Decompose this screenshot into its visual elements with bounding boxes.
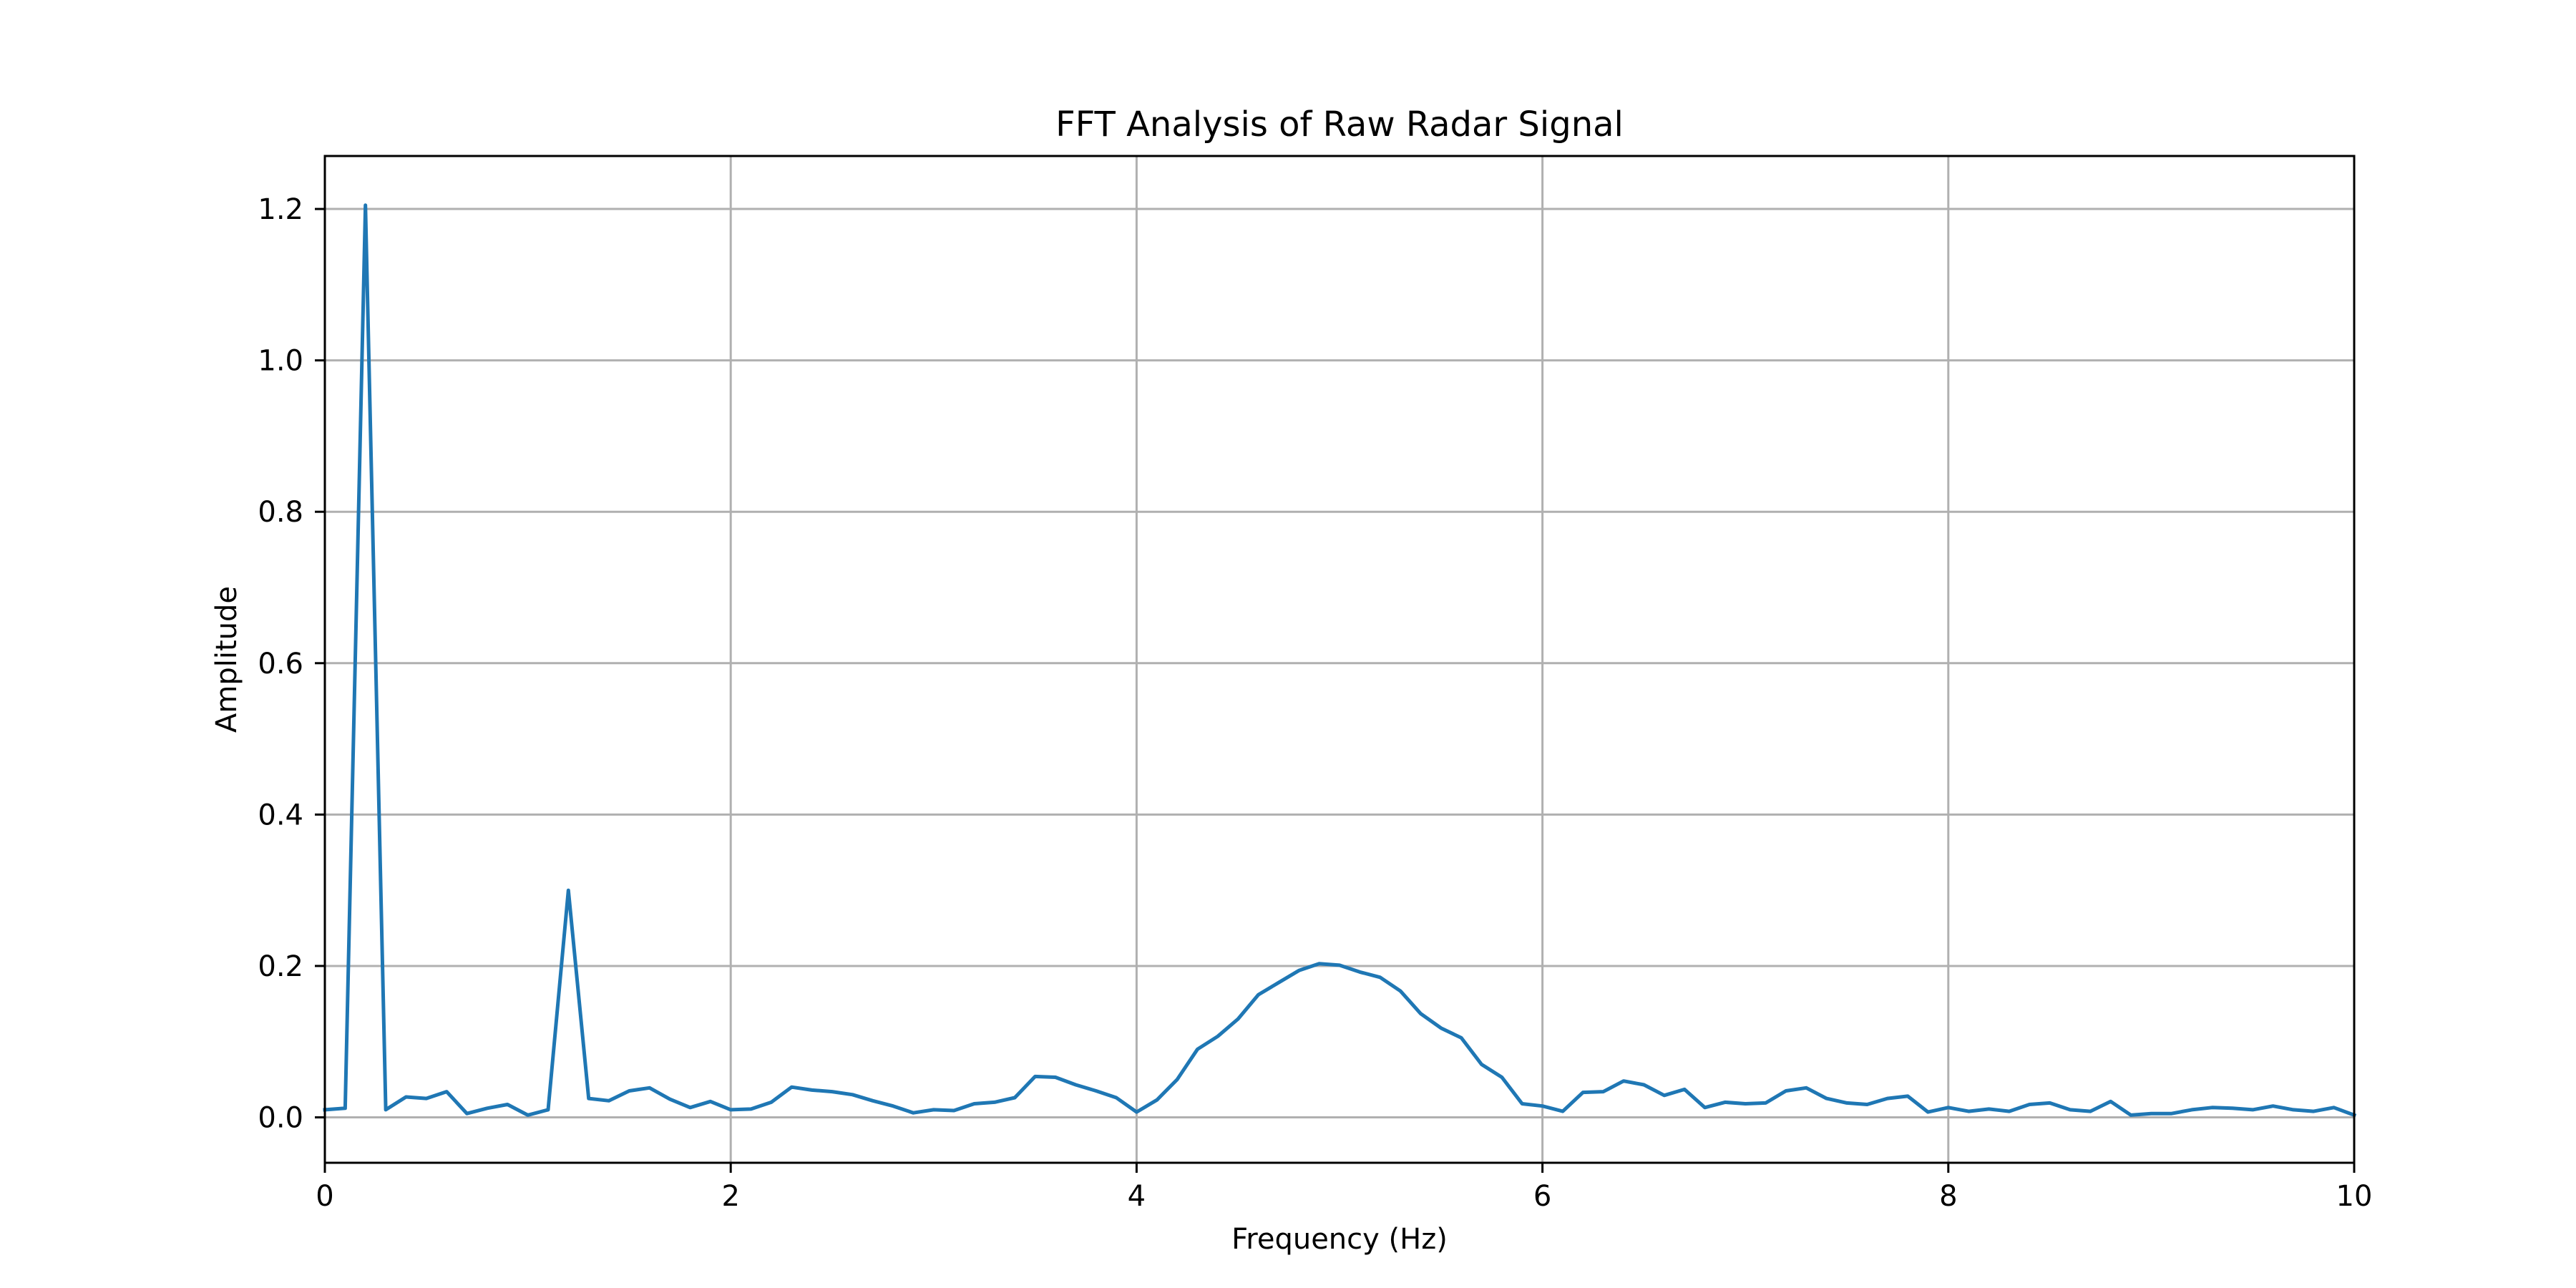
x-axis-ticks: 0 2 4 6 8 10: [316, 1163, 2372, 1213]
y-tick-label: 1.0: [258, 345, 303, 378]
x-tick-label: 2: [721, 1180, 739, 1213]
x-tick-label: 10: [2336, 1180, 2373, 1213]
y-axis-ticks: 0.0 0.2 0.4 0.6 0.8 1.0 1.2: [258, 193, 325, 1135]
x-tick-label: 6: [1533, 1180, 1551, 1213]
plot-area: [323, 203, 2357, 1118]
y-tick-label: 0.6: [258, 648, 303, 680]
chart-title: FFT Analysis of Raw Radar Signal: [1055, 104, 1624, 145]
axes-frame: [323, 155, 2356, 1164]
series-line-0: [323, 203, 2357, 1118]
x-tick-label: 0: [316, 1180, 333, 1213]
y-tick-label: 0.0: [258, 1102, 303, 1135]
y-tick-label: 0.4: [258, 799, 303, 831]
grid-lines: [323, 156, 2356, 1163]
x-tick-label: 8: [1939, 1180, 1957, 1213]
y-tick-label: 1.2: [258, 193, 303, 226]
x-tick-label: 4: [1128, 1180, 1146, 1213]
y-tick-label: 0.8: [258, 496, 303, 529]
y-axis-label: Amplitude: [210, 586, 243, 733]
x-axis-label: Frequency (Hz): [1231, 1223, 1448, 1256]
y-tick-label: 0.2: [258, 950, 303, 983]
